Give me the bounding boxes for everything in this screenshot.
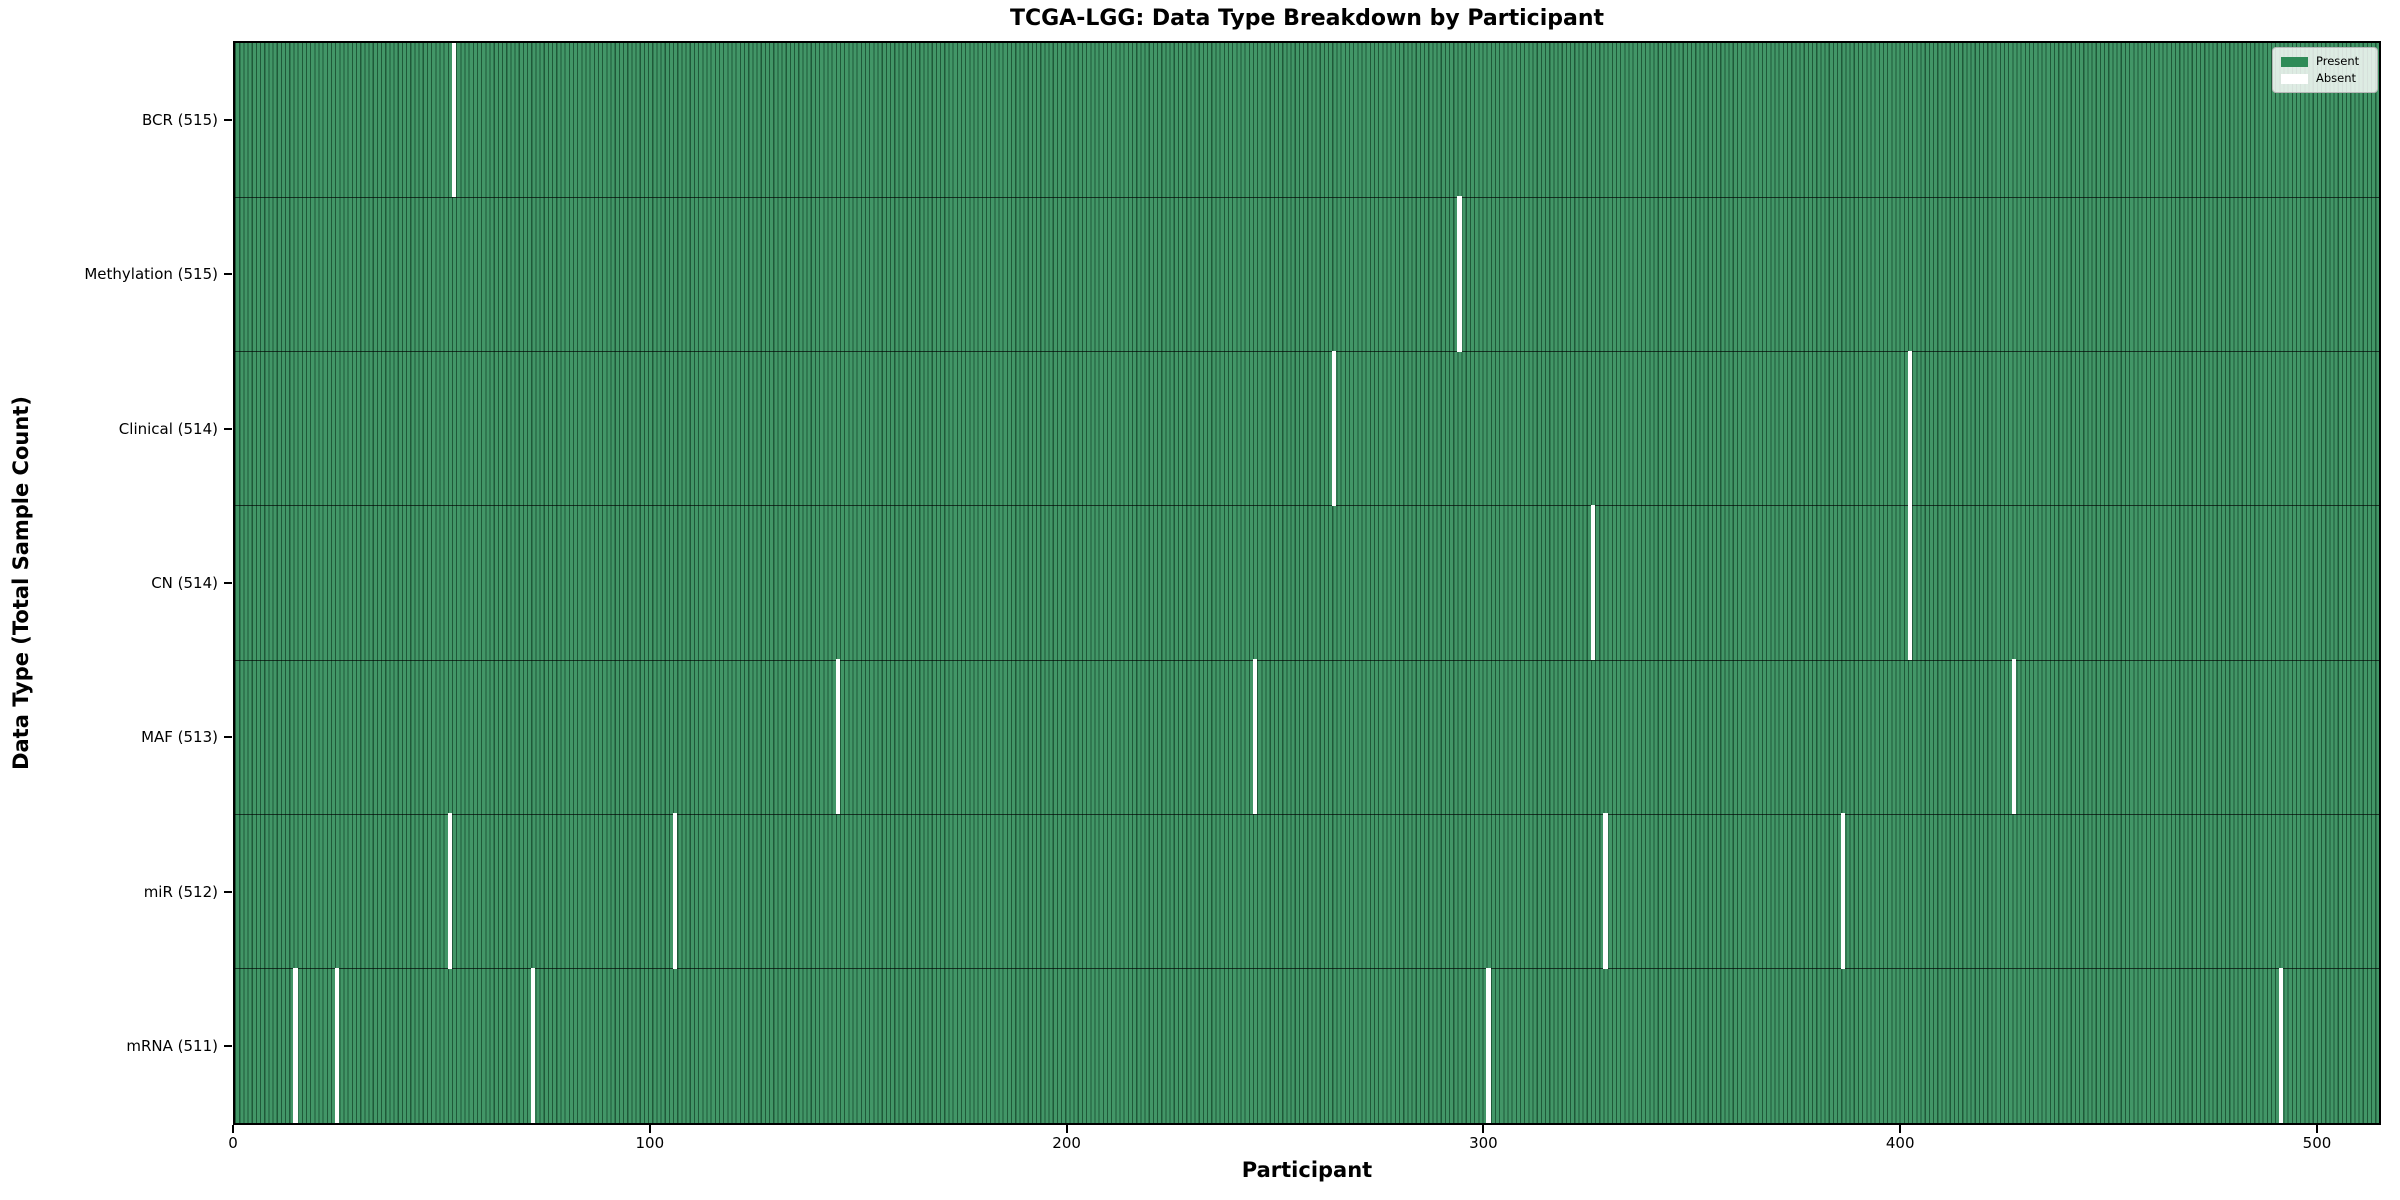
x-tick-mark [232,1125,234,1133]
data-row-cn [235,506,2379,660]
legend-item-absent: Absent [2281,70,2370,87]
absent-gap [1907,504,1913,661]
x-tick-label: 100 [635,1134,665,1152]
row-separator [235,659,2379,661]
y-tick-mark [224,427,232,430]
plot-area [233,41,2381,1125]
y-tick-mark [224,273,232,276]
legend-label: Present [2316,53,2360,68]
absent-gap [1332,350,1337,506]
absent-gap [1907,350,1913,506]
legend-label: Absent [2316,70,2357,85]
y-tick-mark [224,582,232,584]
legend: Present Absent [2272,47,2378,93]
legend-item-present: Present [2281,53,2370,70]
row-separator [235,505,2379,507]
data-row-methylation [235,197,2379,351]
y-tick-label: CN (514) [151,574,218,592]
data-row-mir [235,814,2379,968]
y-tick-label: MAF (513) [141,728,218,747]
row-separator [235,351,2379,353]
row-separator [235,196,2379,198]
y-tick-label: BCR (515) [141,111,218,130]
absent-gap [1603,813,1608,969]
x-tick-mark [648,1125,651,1133]
absent-gap [451,43,457,198]
absent-gap [1252,659,1258,815]
x-tick-label: 200 [1052,1134,1081,1152]
absent-gap [1590,504,1596,661]
row-separator [235,813,2379,815]
data-row-maf [235,660,2379,814]
absent-gap [1486,967,1491,1123]
row-separator [235,968,2379,970]
x-tick-mark [1899,1125,1902,1133]
absent-gap [672,813,678,969]
absent-gap [531,967,536,1123]
data-row-clinical [235,352,2379,506]
x-tick-mark [2316,1125,2318,1133]
y-tick-mark [224,736,232,739]
y-tick-mark [224,890,232,893]
x-tick-mark [1065,1125,1068,1133]
x-tick-mark [1482,1125,1485,1133]
data-row-mrna [235,969,2379,1123]
chart-title: TCGA-LGG: Data Type Breakdown by Partici… [1009,6,1605,31]
x-tick-label: 500 [2302,1134,2332,1152]
x-tick-label: 400 [1885,1134,1915,1152]
absent-gap [2012,659,2017,815]
absent-gap [293,967,298,1123]
absent-gap [1841,813,1846,969]
x-tick-label: 0 [228,1134,238,1152]
absent-swatch-icon [2281,73,2308,84]
y-tick-label: Methylation (515) [84,265,218,284]
y-tick-mark [224,119,232,122]
absent-gap [334,967,340,1123]
y-tick-label: mRNA (511) [126,1036,218,1055]
y-tick-mark [224,1044,232,1047]
absent-gap [447,813,452,969]
absent-gap [1457,196,1462,352]
x-tick-label: 300 [1469,1134,1498,1152]
x-axis-label: Participant [1241,1158,1373,1182]
y-tick-label: miR (512) [143,882,218,901]
y-tick-label: Clinical (514) [118,419,218,438]
present-swatch-icon [2281,56,2308,67]
absent-gap [835,659,840,815]
data-row-bcr [235,43,2379,197]
absent-gap [2279,967,2284,1123]
